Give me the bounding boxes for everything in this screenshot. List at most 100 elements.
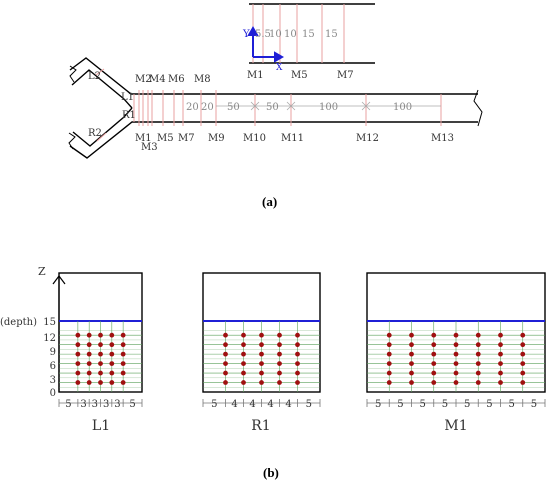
spacing-label: 5 (397, 399, 403, 410)
spacing-label: 5 (65, 399, 71, 410)
measurement-point (241, 351, 246, 357)
measurement-point (431, 380, 437, 385)
measurement-point (98, 370, 103, 376)
measurement-point (277, 370, 282, 376)
spacing-label: 5 (442, 399, 448, 410)
spacing-label: 3 (80, 399, 86, 410)
junction-label-left: L1 (121, 92, 134, 103)
measurement-point (520, 351, 526, 357)
measurement-point (295, 342, 300, 348)
measurement-point (75, 342, 81, 348)
spacing-label: 3 (103, 399, 109, 410)
measurement-point (409, 370, 414, 376)
spacing-label: 50 (227, 102, 240, 113)
spacing-label: 5 (306, 399, 312, 410)
measurement-point (409, 361, 414, 366)
measurement-point (86, 351, 92, 357)
measurement-point (386, 351, 392, 357)
spacing-label: 5 (129, 399, 135, 410)
measurement-point (277, 380, 282, 385)
measurement-point (295, 332, 300, 338)
junction-label-right: R1 (122, 110, 136, 121)
measurement-point (86, 380, 92, 385)
measurement-point (109, 380, 115, 385)
measurement-point (453, 370, 459, 376)
measurement-point (295, 351, 300, 357)
measurement-point (475, 351, 481, 357)
measurement-point (520, 361, 526, 366)
caption-a: (a) (262, 194, 277, 209)
inset-axes (247, 25, 285, 63)
measurement-point (520, 342, 526, 348)
spacing-label: 4 (267, 399, 273, 410)
measurement-point (109, 342, 115, 348)
station-label-bottom: M13 (431, 133, 454, 144)
measurement-point (453, 380, 459, 385)
measurement-point (475, 370, 481, 376)
inset-spacing-label: 10 (269, 29, 282, 40)
measurement-point (498, 342, 503, 348)
measurement-point (86, 342, 92, 348)
measurement-point (386, 361, 392, 366)
measurement-point (498, 332, 503, 338)
measurement-point (223, 380, 228, 385)
measurement-point (453, 332, 459, 338)
depth-tick: 9 (50, 347, 56, 358)
inset-spacing-label: 15 (302, 29, 315, 40)
measurement-point (98, 332, 103, 338)
measurement-point (259, 342, 264, 348)
spacing-label: 3 (114, 399, 120, 410)
measurement-point (98, 380, 103, 385)
section-name: M1 (444, 418, 467, 434)
spacing-label: 4 (285, 399, 291, 410)
measurement-point (475, 332, 481, 338)
measurement-point (120, 380, 126, 385)
measurement-point (277, 351, 282, 357)
measurement-point (241, 370, 246, 376)
measurement-point (259, 380, 264, 385)
measurement-point (259, 361, 264, 366)
measurement-point (241, 342, 246, 348)
measurement-point (98, 361, 103, 366)
measurement-point (109, 332, 115, 338)
measurement-point (386, 370, 392, 376)
measurement-point (120, 342, 126, 348)
measurement-point (431, 342, 437, 348)
spacing-label: 3 (92, 399, 98, 410)
measurement-point (241, 380, 246, 385)
measurement-point (295, 370, 300, 376)
measurement-point (109, 351, 115, 357)
measurement-point (498, 361, 503, 366)
section-name: L1 (92, 418, 110, 434)
measurement-point (120, 370, 126, 376)
spacing-label: 5 (211, 399, 217, 410)
station-label-bottom: M5 (157, 133, 174, 144)
measurement-point (75, 332, 81, 338)
measurement-point (475, 380, 481, 385)
section-name: R1 (251, 418, 270, 434)
measurement-point (98, 342, 103, 348)
measurement-point (86, 332, 92, 338)
measurement-point (75, 370, 81, 376)
depth-label: (depth) (0, 317, 37, 328)
depth-tick: 0 (50, 388, 56, 399)
measurement-point (431, 332, 437, 338)
measurement-point (120, 351, 126, 357)
depth-tick: 15 (43, 317, 56, 328)
measurement-point (386, 342, 392, 348)
spacing-label: 50 (266, 102, 279, 113)
station-label-bottom: M7 (178, 133, 195, 144)
inset-spacing-label: 5.5 (255, 29, 271, 40)
station-label-top: M2 (135, 74, 152, 85)
inset-station-label: M5 (291, 70, 308, 81)
station-label-bottom: M9 (208, 133, 225, 144)
station-label-bottom: M11 (281, 133, 304, 144)
measurement-point (431, 361, 437, 366)
measurement-point (259, 332, 264, 338)
inset-spacing-label: 15 (325, 29, 338, 40)
station-label-top: M8 (194, 74, 211, 85)
measurement-point (295, 361, 300, 366)
measurement-point (120, 361, 126, 366)
probe-lines (95, 68, 442, 142)
